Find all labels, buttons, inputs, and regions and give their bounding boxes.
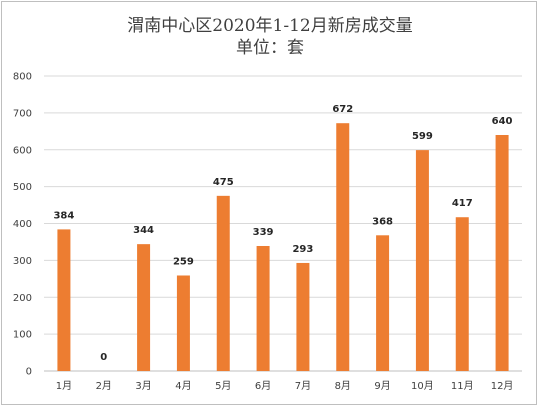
x-tick-label: 9月 (374, 380, 390, 392)
gridlines (44, 75, 522, 372)
data-label: 384 (53, 210, 74, 221)
x-axis: 1月 2月 3月 4月 5月 6月 7月 8月 9月 10月 11月 12月 (56, 380, 514, 392)
y-tick-label: 500 (13, 182, 32, 193)
y-tick-label: 800 (13, 72, 32, 83)
data-label: 339 (253, 227, 274, 238)
data-label: 0 (100, 352, 107, 363)
bar-10 (415, 150, 429, 371)
bar-5 (216, 195, 230, 371)
x-tick-label: 3月 (135, 380, 151, 392)
x-tick-label: 4月 (175, 380, 191, 392)
bar-9 (376, 235, 390, 371)
x-tick-label: 2月 (96, 380, 112, 392)
x-tick-label: 6月 (255, 380, 271, 392)
data-label: 259 (173, 256, 194, 267)
chart-title: 渭南中心区2020年1-12月新房成交量 (127, 16, 412, 36)
bar-8 (336, 123, 350, 371)
bar-12 (495, 135, 509, 371)
chart-subtitle: 单位：套 (236, 38, 304, 58)
y-tick-label: 400 (13, 219, 32, 230)
x-tick-label: 5月 (215, 380, 231, 392)
data-label: 417 (452, 198, 473, 209)
x-tick-label: 8月 (335, 380, 351, 392)
x-tick-label: 1月 (56, 380, 72, 392)
data-label: 293 (292, 244, 313, 255)
bar-11 (455, 217, 469, 371)
x-tick-label: 12月 (491, 380, 514, 392)
bar-3 (137, 244, 151, 371)
y-tick-label: 300 (13, 256, 32, 267)
data-label: 640 (492, 116, 513, 127)
y-tick-label: 200 (13, 293, 32, 304)
data-label: 672 (332, 104, 353, 115)
y-tick-label: 0 (26, 367, 32, 378)
y-tick-label: 700 (13, 108, 32, 119)
x-tick-label: 7月 (295, 380, 311, 392)
y-axis: 0 100 200 300 400 500 600 700 800 (13, 72, 32, 378)
data-label: 344 (133, 225, 154, 236)
bar-7 (296, 262, 310, 371)
data-label: 599 (412, 131, 433, 142)
data-labels: 384 0 344 259 475 339 293 672 368 599 417 640 (53, 104, 512, 363)
bar-4 (176, 275, 190, 371)
data-label: 368 (372, 216, 393, 227)
x-tick-label: 11月 (451, 380, 474, 392)
y-tick-label: 100 (13, 330, 32, 341)
bar-6 (256, 245, 270, 371)
y-tick-label: 600 (13, 145, 32, 156)
x-tick-label: 10月 (411, 380, 434, 392)
data-label: 475 (213, 177, 234, 188)
bar-1 (57, 229, 71, 371)
bars (57, 123, 509, 371)
